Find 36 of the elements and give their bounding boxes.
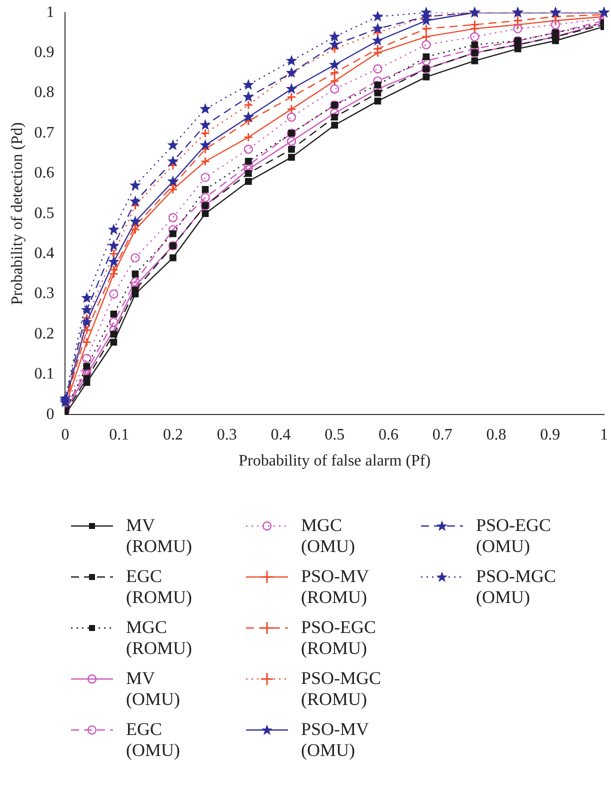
y-tick-label: 1 xyxy=(46,4,54,21)
x-axis-title: Probability of false alarm (Pf) xyxy=(238,452,431,470)
y-tick-label: 0 xyxy=(46,406,54,423)
legend-label: PSO-MV (ROMU) xyxy=(301,566,370,608)
legend-label: PSO-MGC (OMU) xyxy=(476,566,556,608)
legend-label: PSO-EGC (OMU) xyxy=(476,515,552,557)
x-tick-label: 0.2 xyxy=(162,426,183,444)
legend-label: PSO-EGC (ROMU) xyxy=(301,617,376,659)
legend-label: MGC (ROMU) xyxy=(126,617,192,659)
y-tick-label: 0.7 xyxy=(34,124,54,142)
x-tick-label: 0.7 xyxy=(432,426,452,444)
x-tick-label: 0.3 xyxy=(216,426,237,444)
legend-label: PSO-MGC (ROMU) xyxy=(301,668,382,710)
x-tick-label: 0.4 xyxy=(270,426,291,444)
y-tick-label: 0.3 xyxy=(34,285,54,302)
y-tick-label: 0.2 xyxy=(34,325,54,342)
x-tick-label: 0.9 xyxy=(540,426,560,444)
x-tick-label: 1 xyxy=(600,426,608,444)
y-tick-label: 0.1 xyxy=(34,366,54,383)
legend-label: EGC (ROMU) xyxy=(126,566,192,608)
legend-label: MV (OMU) xyxy=(126,668,180,710)
legend-label: MV (ROMU) xyxy=(126,515,192,557)
y-tick-label: 0.5 xyxy=(34,204,54,222)
x-tick-label: 0.6 xyxy=(378,426,398,444)
x-tick-label: 0.8 xyxy=(486,426,506,444)
y-tick-label: 0.9 xyxy=(34,44,54,62)
x-tick-label: 0.5 xyxy=(324,426,345,444)
x-tick-label: 0 xyxy=(61,426,70,444)
y-tick-label: 0.8 xyxy=(34,84,54,102)
legend-label: EGC (OMU) xyxy=(126,719,180,761)
y-axis-title: Probability of detection (Pd) xyxy=(8,122,26,305)
y-tick-label: 0.6 xyxy=(34,164,54,182)
legend-label: MGC (OMU) xyxy=(301,515,355,557)
legend-label: PSO-MV (OMU) xyxy=(301,719,370,761)
y-tick-label: 0.4 xyxy=(34,245,54,262)
x-tick-label: 0.1 xyxy=(109,426,130,444)
